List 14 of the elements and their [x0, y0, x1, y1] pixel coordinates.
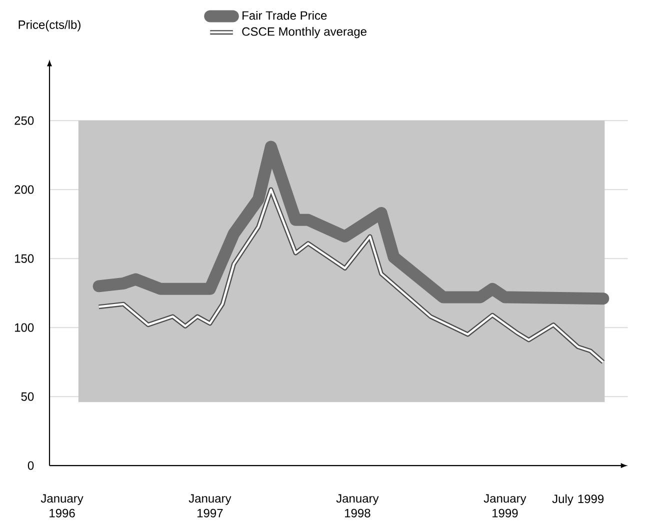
y-tick-label: 150 [15, 254, 34, 264]
x-tick-label: July 1999 [552, 494, 604, 506]
y-axis-title: Price(cts/lb) [18, 20, 80, 32]
y-tick-label: 50 [21, 392, 34, 402]
x-tick-label: January 1999 [484, 494, 526, 518]
y-tick-label: 0 [28, 462, 34, 470]
y-tick-label: 200 [14, 186, 34, 194]
x-tick-label: January 1997 [188, 494, 232, 518]
y-tick-label: 100 [15, 324, 34, 332]
x-tick-label: January 1998 [336, 494, 379, 518]
legend-label: Fair Trade Price [242, 11, 327, 20]
legend-label: CSCE Monthly average [242, 27, 366, 38]
y-tick-label: 250 [14, 116, 34, 126]
x-tick-label: January 1996 [40, 494, 84, 518]
